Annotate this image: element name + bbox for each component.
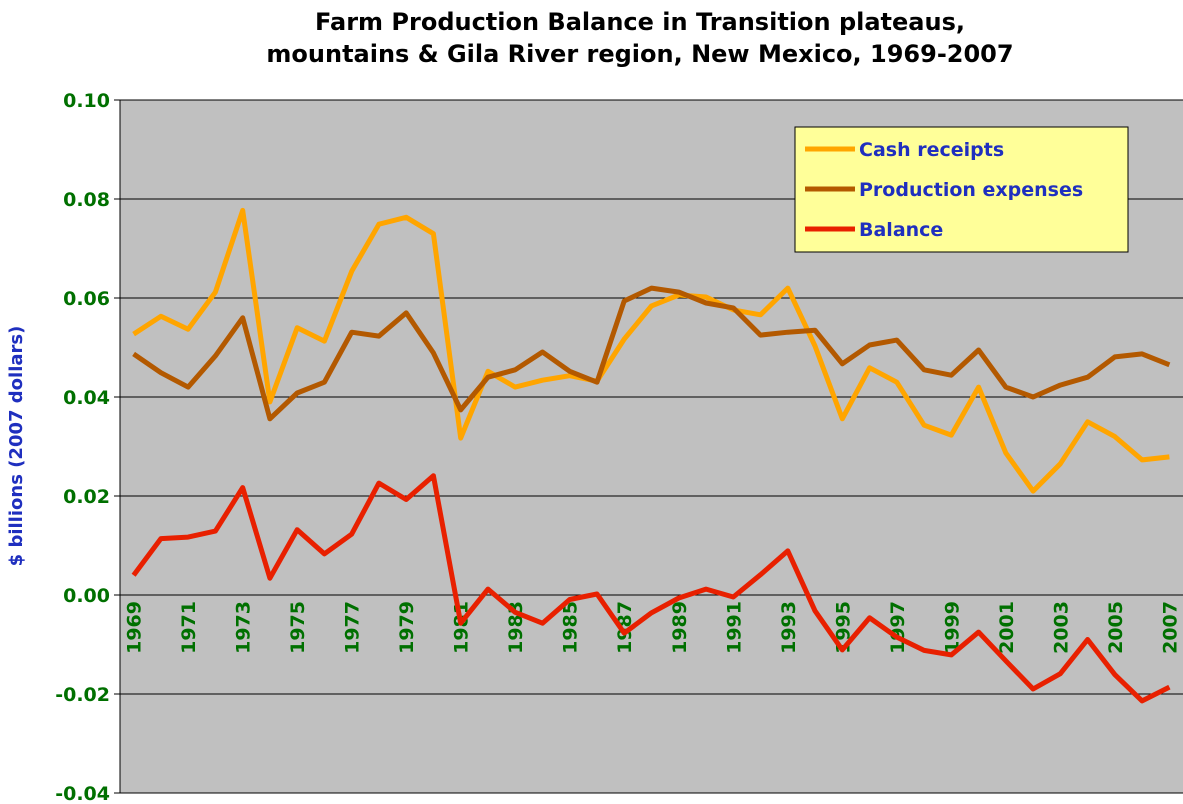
series-line: [131, 473, 1171, 704]
y-axis-label: $ billions (2007 dollars): [6, 326, 27, 567]
x-tick-label: 1989: [669, 601, 691, 654]
legend-label: Cash receipts: [859, 139, 1004, 161]
x-tick-label: 1985: [560, 601, 582, 654]
y-tick-label: 0.06: [63, 288, 110, 310]
y-tick-label: 0.02: [63, 486, 110, 508]
x-tick-label: 2003: [1050, 601, 1072, 654]
x-tick-label: 1993: [778, 601, 800, 654]
x-tick-label: 1969: [124, 601, 146, 654]
x-tick-label: 1999: [941, 601, 963, 654]
legend-label: Production expenses: [859, 179, 1083, 201]
chart-title: mountains & Gila River region, New Mexic…: [266, 40, 1013, 68]
series-line: [132, 207, 1170, 494]
y-tick-label: -0.04: [55, 783, 110, 804]
y-tick-label: 0.10: [63, 90, 110, 112]
x-tick-label: 1977: [342, 601, 364, 654]
x-tick-label: 1987: [614, 601, 636, 654]
legend-label: Balance: [859, 219, 943, 241]
x-tick-label: 2001: [996, 601, 1018, 654]
x-tick-label: 1991: [723, 601, 745, 654]
chart-title: Farm Production Balance in Transition pl…: [315, 8, 965, 36]
x-tick-label: 1997: [887, 601, 909, 654]
legend: Cash receipts Production expenses Balance: [794, 126, 1129, 253]
y-tick-label: 0.04: [63, 387, 110, 409]
x-tick-label: 1979: [396, 601, 418, 654]
x-tick-label: 1975: [287, 601, 309, 654]
x-tick-label: 1971: [178, 601, 200, 654]
y-tick-label: 0.08: [63, 189, 110, 211]
x-tick-label: 2005: [1105, 601, 1127, 654]
x-tick-label: 2007: [1159, 601, 1181, 654]
series-line: [132, 285, 1171, 422]
y-tick-label: 0.00: [63, 585, 110, 607]
x-tick-label: 1973: [233, 601, 255, 654]
y-tick-label: -0.02: [55, 684, 110, 706]
